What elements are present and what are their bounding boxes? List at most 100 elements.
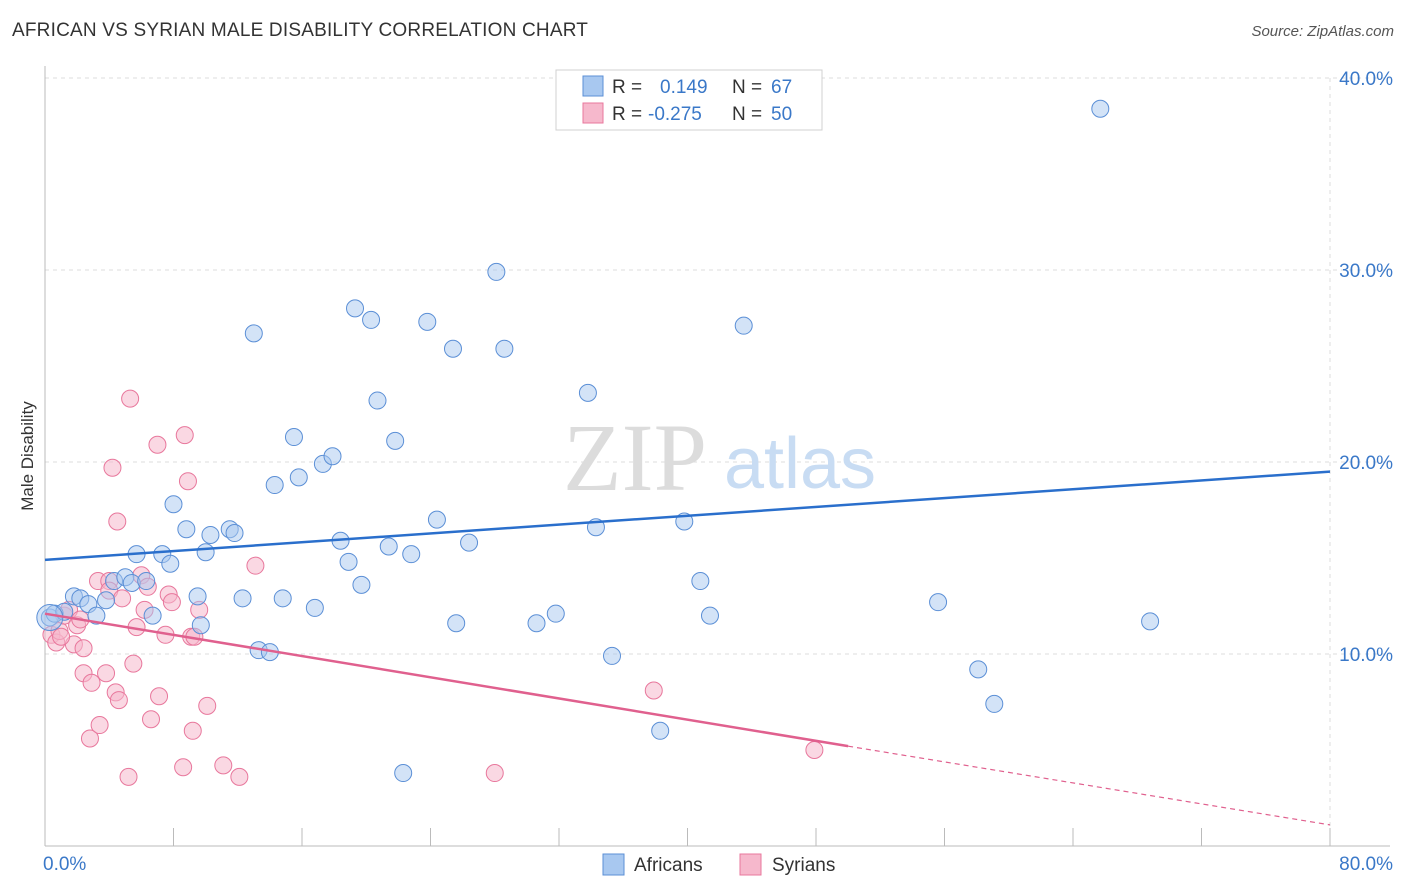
syrians-point	[148, 435, 167, 454]
syrians-point	[82, 673, 101, 692]
africans-point	[402, 545, 421, 564]
africans-point	[289, 468, 308, 487]
africans-point	[495, 339, 514, 358]
syrians-point	[178, 472, 197, 491]
legend-africans-r-value: 0.149	[660, 77, 708, 98]
x-tick-label-min: 0.0%	[43, 854, 86, 875]
legend-africans-r-label: R =	[612, 77, 642, 98]
syrians-point	[150, 687, 169, 706]
africans-point	[177, 520, 196, 539]
africans-point	[233, 589, 252, 608]
africans-point	[143, 606, 162, 625]
syrians-point	[230, 767, 249, 786]
y-tick-label: 40.0%	[1339, 69, 1393, 90]
syrians-point	[121, 389, 140, 408]
y-tick-label: 10.0%	[1339, 645, 1393, 666]
africans-point	[1091, 99, 1110, 118]
syrians-point	[124, 654, 143, 673]
syrians-point	[214, 756, 233, 775]
africans-point	[460, 533, 479, 552]
syrians-point	[805, 741, 824, 759]
africans-point	[546, 604, 565, 623]
y-tick-label: 20.0%	[1339, 453, 1393, 474]
africans-point	[164, 495, 183, 514]
africans-point	[196, 543, 215, 562]
legend-africans-n-label: N =	[732, 77, 762, 98]
africans-point	[427, 510, 446, 529]
africans-point	[651, 721, 670, 740]
syrians-point	[246, 556, 265, 575]
x-tick-labels: 0.0% 80.0%	[43, 854, 1393, 875]
africans-point	[379, 537, 398, 556]
trend-lines	[44, 470, 1331, 826]
legend-syrians-r-label: R =	[612, 104, 642, 125]
africans-point	[1141, 612, 1160, 631]
africans-point	[244, 324, 263, 343]
africans-point	[225, 524, 244, 543]
africans-point	[368, 391, 387, 410]
syrians-point	[119, 767, 138, 786]
africans-point	[603, 646, 622, 665]
africans-point	[191, 616, 210, 635]
africans-point	[447, 614, 466, 633]
legend-syrians-swatch	[582, 102, 604, 124]
series-legend-syrians-label: Syrians	[772, 855, 835, 876]
grid-lines	[45, 77, 1390, 846]
africans-point	[418, 312, 437, 331]
africans-point-cluster	[36, 604, 64, 632]
africans-point	[691, 572, 710, 591]
syrians-point	[97, 664, 116, 683]
series-legend: Africans Syrians	[602, 853, 835, 876]
axes	[44, 66, 1390, 847]
syrians-point	[103, 458, 122, 477]
syrians-point	[80, 729, 99, 748]
syrians-point	[183, 721, 202, 740]
africans-point	[201, 525, 220, 544]
series-legend-africans-swatch	[602, 853, 625, 876]
africans-point	[929, 593, 948, 612]
africans-point	[578, 383, 597, 402]
africans-point	[487, 262, 506, 281]
series-africans-points	[36, 99, 1160, 783]
africans-point	[362, 310, 381, 329]
legend-syrians-n-value: 50	[771, 104, 792, 125]
syrians-point	[109, 691, 128, 710]
africans-point	[265, 476, 284, 495]
syrians-point	[644, 681, 663, 700]
africans-point	[137, 572, 156, 591]
africans-point	[273, 589, 292, 608]
chart-title: AFRICAN VS SYRIAN MALE DISABILITY CORREL…	[12, 20, 589, 41]
syrians-point	[162, 593, 181, 612]
legend-syrians-n-label: N =	[732, 104, 762, 125]
series-legend-africans-label: Africans	[634, 855, 703, 876]
syrians-point	[142, 710, 161, 729]
y-axis-label: Male Disability	[18, 401, 37, 511]
y-tick-label: 30.0%	[1339, 261, 1393, 282]
africans-point	[323, 447, 342, 466]
legend-syrians-r-value: -0.275	[648, 104, 702, 125]
africans-point	[339, 552, 358, 571]
syrians-point	[52, 627, 71, 646]
africans-point	[161, 554, 180, 573]
africans-point	[969, 660, 988, 679]
syrians-point	[198, 696, 217, 715]
africans-point	[394, 764, 413, 783]
syrians-trend-line-extrapolated	[848, 745, 1331, 826]
africans-point	[305, 598, 324, 617]
syrians-point	[175, 426, 194, 445]
africans-point	[352, 575, 371, 594]
africans-point	[700, 606, 719, 625]
africans-point	[87, 606, 106, 625]
syrians-point	[113, 589, 132, 608]
africans-point	[527, 614, 546, 633]
syrians-point	[74, 639, 93, 658]
legend-africans-swatch	[582, 75, 604, 97]
y-tick-labels: 10.0% 20.0% 30.0% 40.0%	[1339, 69, 1393, 666]
x-tick-label-max: 80.0%	[1339, 854, 1393, 875]
watermark-zip: ZIP	[563, 404, 707, 511]
syrians-point	[485, 764, 504, 783]
stats-legend: R = 0.149 N = 67 R = -0.275 N = 50	[555, 69, 823, 131]
source-label: Source: ZipAtlas.com	[1251, 23, 1394, 40]
africans-point	[985, 694, 1004, 713]
